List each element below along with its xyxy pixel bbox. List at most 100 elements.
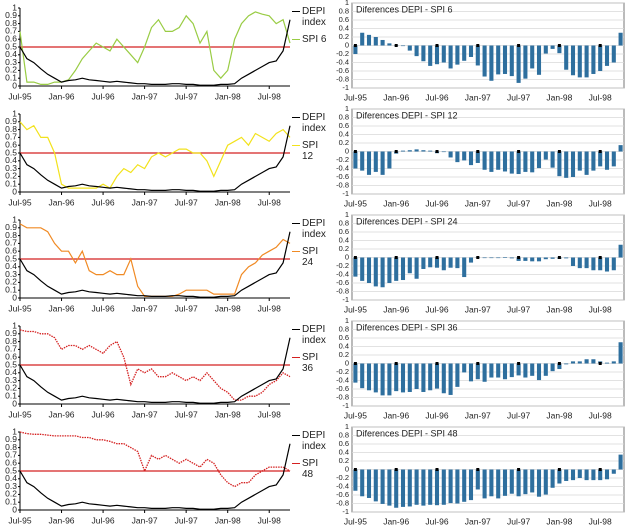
bar <box>564 469 569 481</box>
bar <box>550 45 555 49</box>
y-tick-label: -0.6 <box>336 172 349 181</box>
x-tick-label: Jul-98 <box>589 92 612 102</box>
legend-swatch <box>292 39 300 40</box>
series-line <box>19 337 291 404</box>
bar <box>611 45 616 63</box>
bar <box>536 151 542 169</box>
x-tick <box>476 468 480 471</box>
bar <box>400 257 406 281</box>
y-tick-label: 0.6 <box>5 351 17 361</box>
bar <box>380 257 385 288</box>
bar <box>509 257 514 259</box>
bar <box>496 363 501 378</box>
bar <box>536 257 542 262</box>
bar <box>455 469 460 504</box>
bar <box>380 151 385 175</box>
chart-title: Diferences DEPI - SPI 48 <box>356 428 458 438</box>
x-tick <box>394 362 398 365</box>
bar <box>604 45 610 66</box>
y-tick-label: 1 <box>345 316 349 325</box>
x-tick-label: Jul-97 <box>175 303 198 313</box>
legend-swatch <box>292 117 300 118</box>
y-tick-label: 1 <box>12 214 17 224</box>
y-tick-label: 0.2 <box>339 32 349 41</box>
legend-item: SPI 12 <box>292 140 338 162</box>
bar <box>584 151 589 175</box>
legend-item: DEPI index <box>292 6 338 28</box>
y-tick-label: 0.8 <box>5 336 17 346</box>
bar <box>387 151 392 169</box>
bar <box>523 151 528 172</box>
bar <box>577 151 582 171</box>
x-tick-label: Jan-98 <box>215 515 241 525</box>
bar <box>604 151 610 170</box>
y-tick-label: 0.6 <box>5 457 17 467</box>
y-tick-label: 0.1 <box>5 390 17 400</box>
bar <box>475 151 480 163</box>
y-tick-label: 0.2 <box>339 138 349 147</box>
bar <box>598 45 603 71</box>
x-tick <box>517 362 521 365</box>
x-tick-label: Jan-98 <box>546 410 572 420</box>
bar <box>591 257 596 271</box>
x-tick-label: Jul-98 <box>589 304 612 314</box>
legend-swatch <box>292 329 300 330</box>
y-tick-label: 0.2 <box>5 171 17 181</box>
bar <box>462 257 467 278</box>
x-tick-label: Jul-95 <box>8 303 31 313</box>
bar <box>441 469 446 505</box>
legend-label: DEPI index <box>302 112 326 134</box>
y-tick-label: 0 <box>12 504 17 514</box>
y-tick-label: 0.4 <box>339 235 349 244</box>
x-tick <box>394 44 398 47</box>
bar <box>502 151 508 172</box>
x-tick <box>435 256 439 259</box>
bar <box>564 363 569 365</box>
x-tick-label: Jul-97 <box>507 92 530 102</box>
bar <box>496 469 501 499</box>
x-tick <box>476 150 480 153</box>
y-tick-label: -0.8 <box>336 180 349 189</box>
x-tick-label: Jan-98 <box>546 198 572 208</box>
bar <box>455 257 460 269</box>
legend-swatch <box>292 463 300 464</box>
y-tick-label: 0.7 <box>5 238 17 248</box>
bar <box>591 469 596 481</box>
bar <box>380 39 385 46</box>
bar <box>400 469 406 507</box>
y-tick-label: -1 <box>342 189 349 198</box>
legend-item: DEPI index <box>292 324 338 346</box>
bar <box>618 454 623 470</box>
y-tick-label: 0.3 <box>5 375 17 385</box>
bar <box>570 361 576 364</box>
y-tick-label: 1 <box>12 320 17 330</box>
x-tick <box>598 468 602 471</box>
x-tick-label: Jul-97 <box>175 515 198 525</box>
y-tick-label: 0.3 <box>5 57 17 67</box>
bar <box>516 257 521 261</box>
bar <box>570 45 576 76</box>
bar <box>414 469 419 505</box>
bar <box>516 45 521 83</box>
bar <box>475 363 480 380</box>
y-tick-label: 0.8 <box>5 442 17 452</box>
bar <box>475 469 480 490</box>
legend-item: SPI 36 <box>292 352 338 374</box>
bar <box>353 469 358 491</box>
y-tick-label: 0.1 <box>5 284 17 294</box>
y-tick-label: -0.4 <box>336 269 349 278</box>
y-tick-label: 0.8 <box>5 18 17 28</box>
legend-label: SPI 6 <box>302 34 327 45</box>
x-tick-label: Jul-95 <box>8 91 31 101</box>
bar <box>577 469 582 478</box>
bar <box>570 257 576 266</box>
bar <box>489 45 494 81</box>
y-tick-label: 0.1 <box>5 72 17 82</box>
y-tick-label: 0.4 <box>5 49 17 59</box>
y-tick-label: -0.2 <box>336 367 349 376</box>
x-tick <box>598 44 602 47</box>
bar <box>387 43 392 46</box>
bar <box>577 361 582 364</box>
x-tick <box>557 44 561 47</box>
